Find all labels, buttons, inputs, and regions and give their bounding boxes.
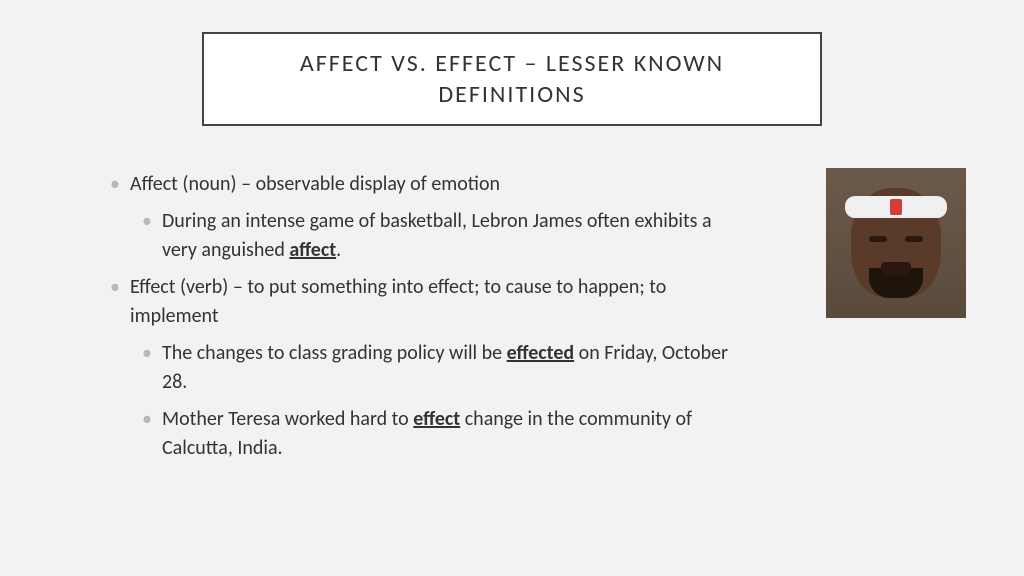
keyword-affect: affect — [289, 238, 336, 262]
example-text: The changes to class grading policy will… — [162, 341, 507, 365]
definition-effect: Effect (verb) – to put something into ef… — [130, 275, 666, 328]
face-icon — [851, 188, 941, 298]
list-item: The changes to class grading policy will… — [142, 339, 750, 397]
list-item: During an intense game of basketball, Le… — [142, 207, 750, 265]
title-box: AFFECT VS. EFFECT – LESSER KNOWN DEFINIT… — [202, 32, 822, 126]
slide-title: AFFECT VS. EFFECT – LESSER KNOWN DEFINIT… — [244, 48, 780, 110]
keyword-effected: effected — [507, 341, 575, 365]
list-item: Affect (noun) – observable display of em… — [110, 170, 750, 265]
example-text: Mother Teresa worked hard to — [162, 407, 413, 431]
bullet-list: Affect (noun) – observable display of em… — [110, 170, 750, 463]
list-item: Effect (verb) – to put something into ef… — [110, 273, 750, 463]
example-text: . — [336, 238, 341, 262]
lebron-photo — [826, 168, 966, 318]
content-area: Affect (noun) – observable display of em… — [110, 170, 750, 471]
keyword-effect: effect — [413, 407, 460, 431]
example-text: During an intense game of basketball, Le… — [162, 209, 712, 262]
list-item: Mother Teresa worked hard to effect chan… — [142, 405, 750, 463]
definition-affect: Affect (noun) – observable display of em… — [130, 172, 500, 196]
